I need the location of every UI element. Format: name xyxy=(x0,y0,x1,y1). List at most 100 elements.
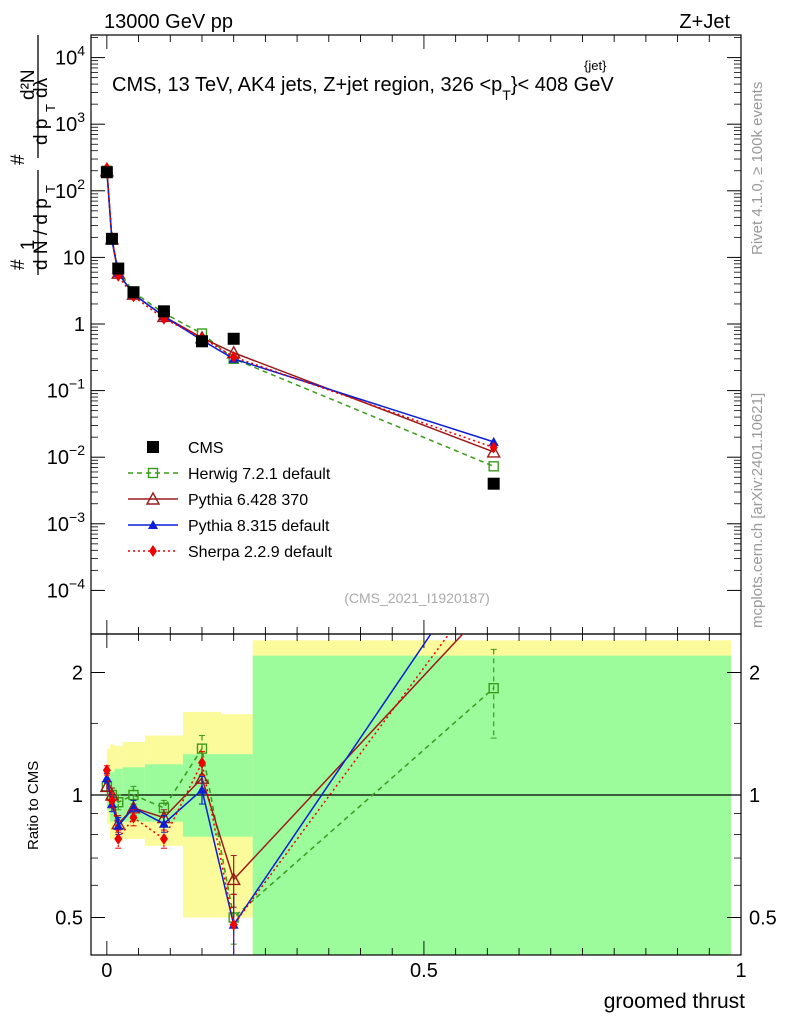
y-tick-label-base: 10 xyxy=(55,48,77,70)
marker-triangle-open xyxy=(226,872,241,886)
marker-diamond xyxy=(229,918,238,931)
y-tick-label-base: 10 xyxy=(55,114,77,136)
plot-title-sup: {jet} xyxy=(584,58,607,73)
ratio-y-tick-label: 0.5 xyxy=(55,908,83,930)
rivet-label: Rivet 4.1.0, ≥ 100k events xyxy=(749,82,766,255)
marker-diamond xyxy=(490,568,498,580)
svg-text:T: T xyxy=(43,185,58,193)
x-tick-label: 1 xyxy=(735,960,746,982)
y-tick-label-exp: −4 xyxy=(69,575,85,591)
y-tick-label-exp: −2 xyxy=(69,442,85,458)
x-axis-label: groomed thrust xyxy=(604,990,745,1013)
ratio-y-tick-label: 2 xyxy=(72,663,83,685)
marker-diamond xyxy=(129,811,138,824)
marker-triangle xyxy=(158,818,169,828)
ratio-axes: 0.5 0.5 1 1 2 2 0 0.5 1 xyxy=(55,634,777,982)
y-tick-label: 10 xyxy=(63,247,85,269)
marker-diamond xyxy=(489,441,498,454)
y-tick-label: 1 xyxy=(74,314,85,336)
header-left: 13000 GeV pp xyxy=(104,11,233,33)
marker-square xyxy=(227,332,240,345)
svg-text:T: T xyxy=(43,104,58,112)
y-tick-label: 10−2 xyxy=(47,442,85,469)
marker-square xyxy=(100,166,113,179)
marker-square xyxy=(195,335,208,348)
marker-triangle-open xyxy=(486,444,501,458)
marker-triangle-open xyxy=(145,491,161,505)
marker-square xyxy=(157,305,170,318)
ratio-y-tick-label: 1 xyxy=(72,785,83,807)
y-tick-label-exp: 2 xyxy=(77,176,85,192)
legend-item-cms: CMS xyxy=(147,440,224,457)
marker-triangle xyxy=(148,520,158,529)
marker-square-open xyxy=(488,461,499,472)
marker-square-open xyxy=(488,682,499,694)
y-tick-label-base: 10 xyxy=(47,514,69,536)
plot-title-sub: T xyxy=(502,87,511,103)
svg-text:d²N: d²N xyxy=(18,69,39,100)
y-tick-label-exp: 4 xyxy=(77,43,85,59)
legend-label: Sherpa 2.2.9 default xyxy=(188,544,333,561)
header-right: Z+Jet xyxy=(679,11,730,33)
y-tick-label-base: 10 xyxy=(47,580,69,602)
legend-label: Herwig 7.2.1 default xyxy=(188,466,331,483)
legend-item-pythia6: Pythia 6.428 370 xyxy=(128,491,308,509)
marker-diamond xyxy=(197,756,206,769)
marker-diamond xyxy=(102,764,111,777)
x-tick-label: 0 xyxy=(101,960,112,982)
svg-text:#: # xyxy=(8,259,29,270)
y-tick-label: 104 xyxy=(55,43,85,70)
y-tick-label: 10−1 xyxy=(47,376,85,403)
plot-title: CMS, 13 TeV, AK4 jets, Z+jet region, 326… xyxy=(112,74,614,103)
y-tick-label-exp: 3 xyxy=(77,109,85,125)
y-tick-label-exp: −3 xyxy=(69,509,85,525)
marker-square-open xyxy=(128,789,139,801)
marker-diamond xyxy=(159,832,168,845)
marker-diamond xyxy=(149,545,157,557)
plot-title-end: }< 408 GeV xyxy=(511,74,615,96)
marker-square-open xyxy=(147,467,159,479)
ratio-series-layer xyxy=(99,536,499,955)
analysis-id: (CMS_2021_I1920187) xyxy=(344,590,490,606)
legend-item-pythia8: Pythia 8.315 default xyxy=(128,518,330,535)
ratio-y-tick-label-right: 0.5 xyxy=(749,908,777,930)
marker-square xyxy=(487,477,500,490)
marker-diamond xyxy=(229,350,238,363)
y-tick-label: 102 xyxy=(55,176,85,203)
band-inner-7 xyxy=(252,655,731,955)
marker-triangle xyxy=(196,784,207,794)
y-tick-label-exp: −1 xyxy=(69,376,85,392)
y-tick-label: 10−3 xyxy=(47,509,85,536)
svg-text:dλ: dλ xyxy=(31,77,52,98)
y-axis-label-main: # 1 d N / d p T # d²N d p T dλ xyxy=(8,35,58,275)
marker-triangle xyxy=(489,536,499,545)
series-cms xyxy=(100,166,500,490)
legend-label: Pythia 8.315 default xyxy=(188,518,330,535)
ratio-line-sherpa xyxy=(106,634,450,927)
ratio-series-sherpa xyxy=(102,568,498,955)
y-tick-label-base: 10 xyxy=(55,181,77,203)
legend: CMS Herwig 7.2.1 default Pythia 6.428 370 P… xyxy=(128,440,333,561)
marker-triangle xyxy=(101,773,112,783)
legend-label: Pythia 6.428 370 xyxy=(188,492,308,509)
marker-triangle xyxy=(113,820,124,830)
svg-text:d N / d p: d N / d p xyxy=(31,198,52,270)
plot-title-main: CMS, 13 TeV, AK4 jets, Z+jet region, 326… xyxy=(112,74,502,96)
marker-triangle xyxy=(488,436,499,446)
marker-diamond xyxy=(107,794,116,807)
marker-square xyxy=(105,232,118,245)
marker-square xyxy=(112,262,125,275)
y-tick-label: 103 xyxy=(55,109,85,136)
marker-square xyxy=(127,286,140,299)
series-pythia8 xyxy=(101,164,499,446)
y-axis-label-ratio: Ratio to CMS xyxy=(25,761,42,850)
ratio-y-tick-label-right: 1 xyxy=(749,785,760,807)
ratio-uncertainty-bands xyxy=(91,640,741,955)
y-tick-label: 10−4 xyxy=(47,575,85,602)
ratio-y-tick-label-right: 2 xyxy=(749,663,760,685)
legend-label: CMS xyxy=(188,440,224,457)
legend-item-herwig: Herwig 7.2.1 default xyxy=(128,466,331,483)
mcplots-label: mcplots.cern.ch [arXiv:2401.10621] xyxy=(749,393,766,628)
y-tick-label-base: 10 xyxy=(47,381,69,403)
